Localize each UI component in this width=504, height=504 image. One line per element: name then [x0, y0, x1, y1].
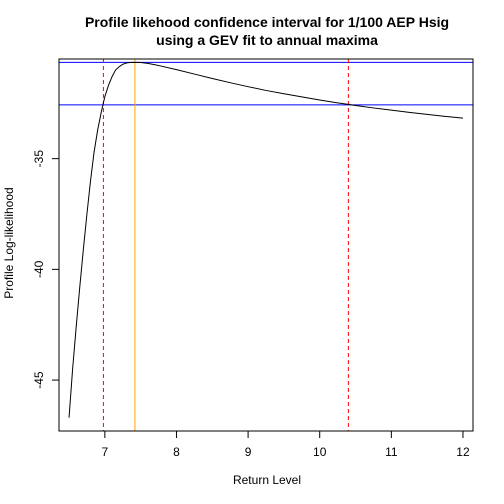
y-tick-label: -40	[32, 260, 46, 278]
x-tick-label: 9	[245, 445, 252, 459]
plot-area: 7 8 9 10 11 12 -35 -40 -45	[32, 58, 474, 459]
y-tick-label: -35	[32, 150, 46, 168]
x-tick-label: 12	[456, 445, 470, 459]
plot-frame	[58, 58, 474, 432]
y-axis-title: Profile Log-likelihood	[2, 187, 16, 298]
chart-title-line-2: using a GEV fit to annual maxima	[156, 32, 378, 48]
x-axis-title: Return Level	[233, 473, 301, 487]
likelihood-curve	[68, 61, 464, 418]
x-tick-label: 10	[313, 445, 327, 459]
y-tick-label: -45	[32, 371, 46, 389]
x-tick-label: 7	[101, 445, 108, 459]
x-tick-label: 11	[385, 445, 398, 459]
chart-title-line-1: Profile likehood confidence interval for…	[85, 14, 449, 30]
x-tick-label: 8	[173, 445, 180, 459]
